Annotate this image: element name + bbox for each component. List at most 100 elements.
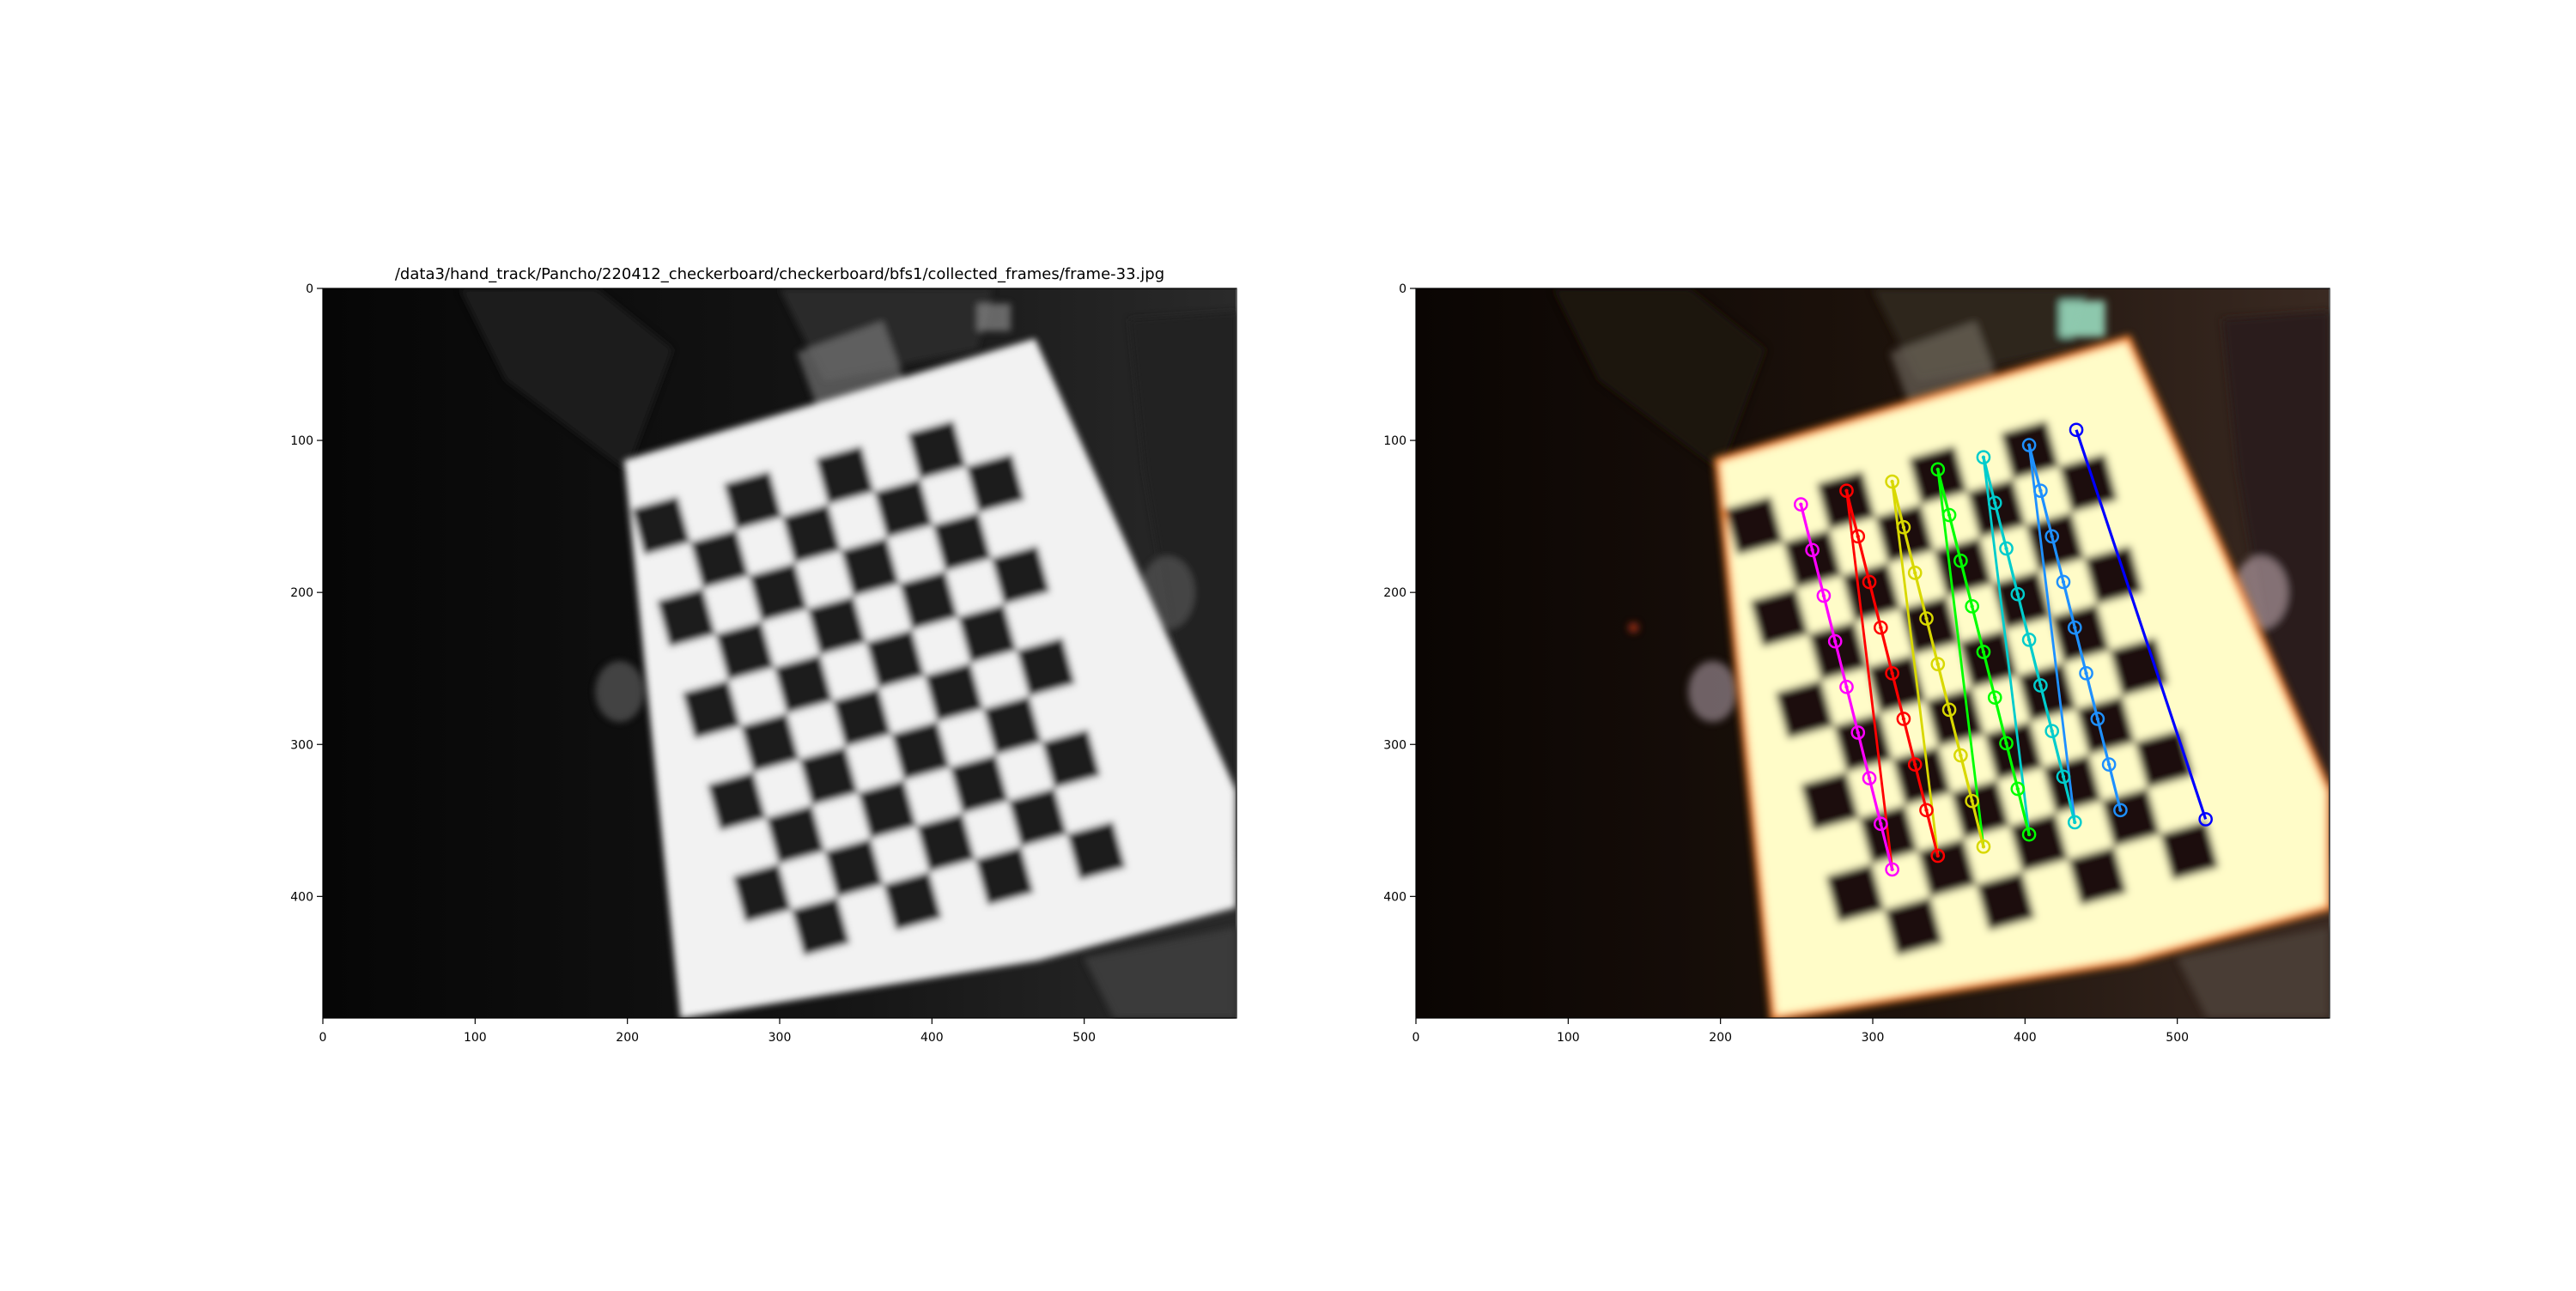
board-square xyxy=(950,755,1009,814)
corner-marker xyxy=(1965,793,1979,809)
board-square xyxy=(715,621,775,681)
corner-marker-center xyxy=(2095,717,2099,721)
board-square xyxy=(2059,453,2118,513)
corner-marker-center xyxy=(1913,571,1917,575)
corner-marker xyxy=(2067,620,2082,635)
left-background-objects xyxy=(459,288,1236,1019)
board-square xyxy=(682,680,741,739)
corner-marker xyxy=(1976,450,1991,465)
corner-marker-center xyxy=(2026,443,2032,447)
board-square xyxy=(824,838,884,898)
corner-marker-center xyxy=(1867,776,1872,780)
left-image xyxy=(323,288,1236,1019)
corner-marker xyxy=(2021,438,2037,452)
board-square xyxy=(916,813,975,872)
board-square xyxy=(749,562,808,622)
corner-marker-center xyxy=(1844,488,1849,493)
corner-marker xyxy=(1941,702,1957,718)
corner-marker-center xyxy=(1993,500,1997,505)
corner-marker xyxy=(1793,497,1808,512)
corner-marker xyxy=(1907,757,1923,772)
corner-marker-center xyxy=(2015,592,2020,597)
corner-marker xyxy=(1987,690,2002,705)
corner-marker-center xyxy=(2050,729,2054,733)
corner-marker-center xyxy=(2084,671,2088,676)
board-square xyxy=(1042,729,1101,789)
board-square xyxy=(1992,571,2051,630)
corner-marker xyxy=(2067,815,2082,830)
corner-marker xyxy=(2113,803,2128,818)
board-square xyxy=(1900,596,1959,655)
board-square xyxy=(631,496,690,555)
corner-marker xyxy=(1874,620,1888,635)
corner-marker xyxy=(1919,611,1934,626)
y-tick-label: 100 xyxy=(1383,434,1406,448)
corner-marker-center xyxy=(2038,488,2043,493)
corner-marker xyxy=(1874,816,1888,832)
corner-marker xyxy=(2056,574,2071,590)
corner-marker xyxy=(1885,862,1899,877)
board-square xyxy=(907,420,967,480)
corner-marker-center xyxy=(1981,455,1986,459)
board-square xyxy=(883,871,942,930)
corner-connector xyxy=(2027,445,2076,823)
board-square xyxy=(1951,779,2010,839)
x-tick-label: 200 xyxy=(1709,1031,1732,1045)
board-square xyxy=(1750,588,1809,647)
corner-column-line xyxy=(2075,429,2208,820)
corner-overlay xyxy=(1793,422,2213,877)
corner-marker-center xyxy=(1959,559,1963,563)
corner-marker-center xyxy=(1924,808,1929,812)
corner-marker xyxy=(2033,483,2048,499)
corner-connector xyxy=(1982,457,2031,835)
board-square xyxy=(899,571,958,630)
corner-connector xyxy=(1891,481,1940,857)
y-tick-label: 300 xyxy=(1383,738,1406,752)
x-tick-label: 0 xyxy=(1413,1031,1420,1045)
x-tick-label: 200 xyxy=(616,1031,639,1045)
board-square xyxy=(2135,729,2194,789)
board-square xyxy=(957,604,1017,664)
corner-marker-center xyxy=(2050,534,2054,538)
board-square xyxy=(2109,637,2169,697)
left-squares xyxy=(631,420,1126,956)
corner-marker xyxy=(1999,541,2014,556)
corner-marker-center xyxy=(2026,638,2032,642)
x-tick-label: 400 xyxy=(2014,1031,2037,1045)
board-square xyxy=(1783,530,1843,589)
corner-marker xyxy=(1816,588,1832,603)
board-square xyxy=(799,746,859,806)
corner-marker-center xyxy=(2004,546,2008,551)
board-square xyxy=(1884,897,1943,956)
board-square xyxy=(2009,813,2069,872)
corner-marker xyxy=(1862,771,1877,785)
corner-marker xyxy=(1930,848,1946,864)
x-tick-label: 300 xyxy=(769,1031,792,1045)
board-square xyxy=(1724,496,1783,555)
board-square xyxy=(891,721,951,780)
board-square xyxy=(1066,821,1126,881)
corner-marker-center xyxy=(2118,808,2123,812)
corner-marker-center xyxy=(1879,626,1883,630)
corner-marker-center xyxy=(2015,786,2020,791)
corner-marker-center xyxy=(1856,534,1860,538)
y-tick-label: 300 xyxy=(290,738,313,752)
corner-marker xyxy=(1976,839,1991,854)
y-tick-label: 0 xyxy=(1399,282,1406,296)
corner-marker xyxy=(2044,529,2060,544)
y-tick-label: 100 xyxy=(290,434,313,448)
board-square xyxy=(983,696,1042,755)
corner-marker-center xyxy=(1947,512,1952,518)
board-square xyxy=(732,864,792,923)
board-square xyxy=(966,453,1025,513)
corner-marker xyxy=(2021,633,2037,647)
corner-marker-center xyxy=(1935,853,1940,858)
corner-marker xyxy=(2056,769,2071,785)
corner-marker xyxy=(1896,712,1911,726)
corner-marker xyxy=(1885,474,1899,489)
board-square xyxy=(1959,629,2018,688)
board-square xyxy=(991,545,1050,605)
board-square xyxy=(1984,721,2044,780)
corner-marker xyxy=(1919,803,1934,818)
